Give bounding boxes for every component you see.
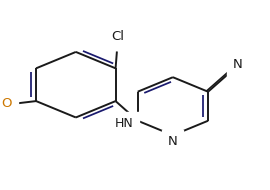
Text: HN: HN — [115, 117, 133, 131]
Text: N: N — [232, 58, 242, 71]
Text: N: N — [168, 135, 178, 148]
Text: O: O — [1, 97, 12, 110]
Text: Cl: Cl — [111, 30, 124, 43]
